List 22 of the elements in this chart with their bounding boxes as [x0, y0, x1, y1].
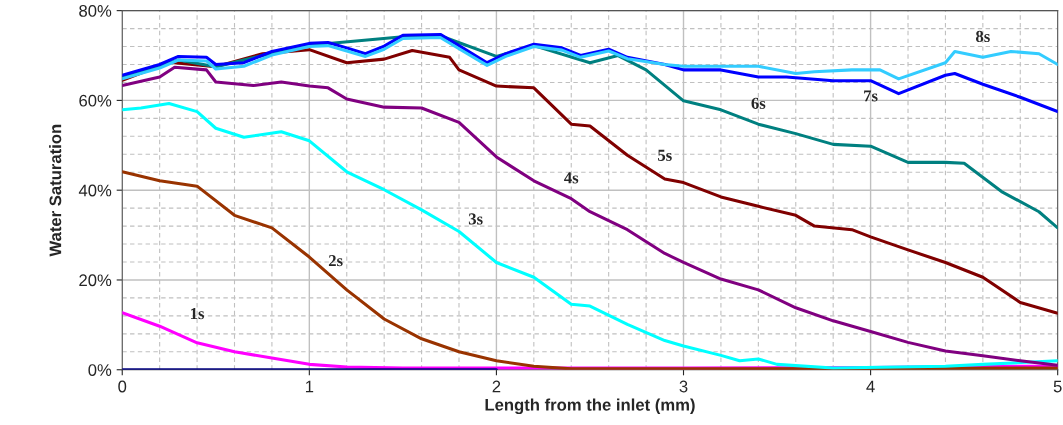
y-axis-title: Water Saturation — [49, 124, 62, 257]
x-tick-label: 4 — [866, 380, 875, 393]
x-tick-label: 2 — [492, 380, 501, 393]
x-tick-label: 3 — [679, 380, 688, 393]
series-label: 1s — [191, 308, 205, 320]
line-series — [122, 32, 1058, 114]
series-label: 4s — [564, 172, 579, 184]
y-tick-label: 0% — [88, 364, 112, 376]
x-axis-title: Length from the inlet (mm) — [485, 398, 695, 415]
x-tick-label: 5 — [1053, 380, 1062, 393]
series-label: 2s — [328, 255, 343, 267]
series-label: 6s — [751, 97, 766, 109]
series-label: 5s — [658, 149, 672, 161]
series-label: 8s — [975, 30, 990, 43]
x-tick-label: 1 — [305, 380, 314, 393]
series-label: 3s — [468, 213, 483, 225]
y-tick-label: 20% — [79, 274, 112, 287]
y-tick-label: 80% — [79, 5, 112, 17]
y-tick-label: 40% — [78, 184, 112, 197]
series-label: 7s — [864, 90, 878, 102]
x-tick-label: 0 — [118, 380, 127, 393]
y-tick-label: 60% — [79, 94, 112, 107]
